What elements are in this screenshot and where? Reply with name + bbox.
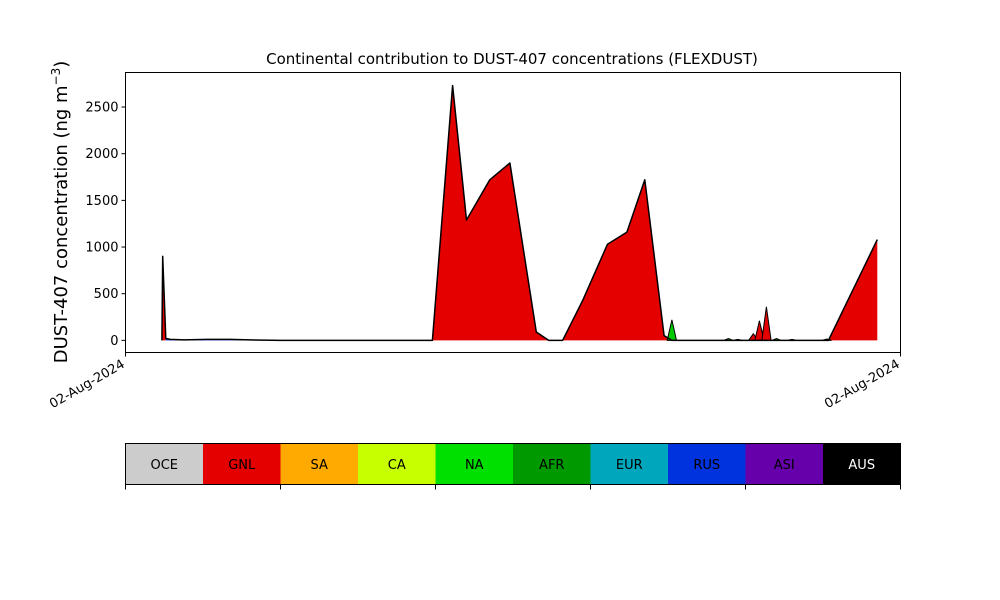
legend-swatch-aus [823, 443, 901, 485]
legend-label-oce: OCE [150, 458, 178, 473]
legend-label-afr: AFR [539, 458, 564, 473]
legend-frame [125, 443, 901, 485]
y-axis-label-main: DUST-407 concentration (ng m [51, 85, 72, 363]
legend-swatch-gnl [203, 443, 281, 485]
y-tick-label: 2000 [85, 147, 118, 162]
area-event-5 [761, 306, 772, 341]
legend-swatch-ca [358, 443, 436, 485]
y-axis-label-exponent: −3 [49, 68, 63, 86]
y-tick-label: 1000 [85, 241, 118, 256]
legend-label-asi: ASI [774, 458, 795, 473]
y-tick-label: 2500 [85, 101, 118, 116]
y-tick-label: 1500 [85, 194, 118, 209]
y-tick-label: 0 [110, 334, 118, 349]
total-outline [161, 84, 878, 342]
x-tick-label: 02-Aug-2024 [47, 357, 127, 412]
x-axis: 02-Aug-2024 02-Aug-2024 [47, 352, 903, 412]
legend: OCE GNL SA CA NA AFR EUR RUS ASI AUS [125, 443, 901, 490]
legend-swatch-na [435, 443, 514, 485]
y-tick-label: 500 [94, 287, 119, 302]
legend-label-sa: SA [311, 458, 328, 473]
legend-swatch-afr [513, 443, 591, 485]
area-event-0 [666, 319, 678, 341]
legend-swatch-eur [590, 443, 669, 485]
legend-label-na: NA [465, 458, 484, 473]
x-tick-label: 02-Aug-2024 [822, 357, 902, 412]
legend-label-eur: EUR [616, 458, 643, 473]
plot-frame [125, 72, 901, 353]
chart-title: Continental contribution to DUST-407 con… [266, 50, 758, 68]
legend-label-ca: CA [388, 458, 406, 473]
legend-swatch-rus [668, 443, 746, 485]
legend-swatch-oce [125, 443, 204, 485]
legend-label-gnl: GNL [228, 458, 256, 473]
plot-area [161, 84, 878, 342]
y-axis-label-close: ) [51, 61, 72, 68]
legend-label-aus: AUS [848, 458, 875, 473]
y-axis: 0 500 1000 1500 2000 2500 [85, 101, 126, 349]
area-series-gnl [161, 85, 878, 341]
y-axis-label: DUST-407 concentration (ng m−3) [49, 61, 72, 364]
legend-swatch-asi [745, 443, 824, 485]
legend-label-rus: RUS [693, 458, 720, 473]
legend-swatch-sa [280, 443, 359, 485]
